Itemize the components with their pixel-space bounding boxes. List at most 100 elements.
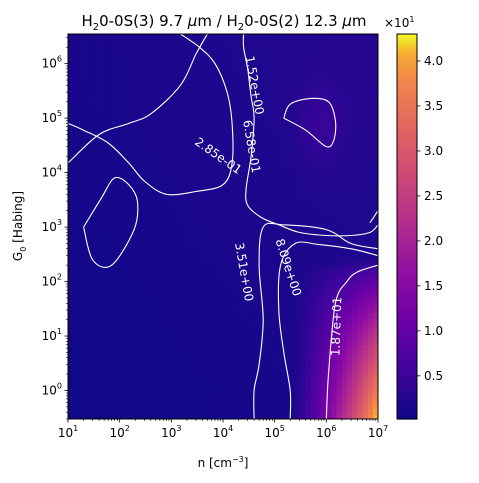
heatmap-cell bbox=[326, 60, 333, 67]
heatmap-cell bbox=[217, 119, 224, 126]
heatmap-cell bbox=[367, 119, 374, 126]
heatmap-cell bbox=[83, 413, 90, 419]
heatmap-cell bbox=[279, 274, 286, 281]
heatmap-cell bbox=[279, 55, 286, 62]
heatmap-cell bbox=[285, 183, 291, 190]
heatmap-cell bbox=[181, 397, 188, 404]
heatmap-cell bbox=[300, 108, 307, 115]
y-axis-label: G0 [Habing] bbox=[11, 191, 28, 261]
heatmap-cell bbox=[202, 71, 209, 78]
heatmap-cell bbox=[140, 178, 147, 185]
colorbar-segment bbox=[397, 152, 417, 157]
heatmap-cell bbox=[130, 44, 136, 51]
heatmap-cell bbox=[279, 392, 286, 399]
heatmap-cell bbox=[217, 215, 224, 222]
heatmap-cell bbox=[88, 301, 95, 308]
heatmap-cell bbox=[171, 140, 178, 147]
colorbar-segment bbox=[397, 223, 417, 228]
heatmap-cell bbox=[243, 317, 250, 324]
heatmap-cell bbox=[295, 108, 302, 115]
heatmap-cell bbox=[93, 269, 100, 276]
heatmap-cell bbox=[316, 322, 322, 329]
heatmap-cell bbox=[109, 360, 116, 367]
heatmap-cell bbox=[161, 349, 167, 356]
heatmap-cell bbox=[88, 328, 95, 335]
heatmap-cell bbox=[109, 397, 116, 404]
heatmap-cell bbox=[176, 402, 183, 409]
heatmap-cell bbox=[181, 151, 188, 158]
heatmap-cell bbox=[192, 312, 198, 319]
heatmap-cell bbox=[269, 87, 276, 94]
heatmap-cell bbox=[228, 151, 234, 158]
heatmap-cell bbox=[124, 151, 131, 158]
heatmap-cell bbox=[155, 114, 162, 121]
heatmap-cell bbox=[217, 247, 224, 254]
heatmap-cell bbox=[197, 301, 203, 308]
heatmap-cell bbox=[130, 92, 136, 99]
heatmap-cell bbox=[274, 92, 281, 99]
heatmap-cell bbox=[114, 274, 121, 281]
heatmap-cell bbox=[352, 60, 358, 67]
heatmap-cell bbox=[130, 210, 136, 217]
heatmap-cell bbox=[145, 402, 152, 409]
y-tick-label: 101 bbox=[42, 327, 62, 343]
heatmap-cell bbox=[212, 146, 219, 153]
heatmap-cell bbox=[83, 365, 90, 372]
heatmap-cell bbox=[186, 44, 193, 51]
heatmap-cell bbox=[192, 76, 198, 83]
heatmap-cell bbox=[197, 124, 203, 131]
heatmap-cell bbox=[99, 328, 105, 335]
heatmap-cell bbox=[140, 242, 147, 249]
heatmap-cell bbox=[207, 76, 214, 83]
heatmap-cell bbox=[254, 258, 260, 265]
heatmap-cell bbox=[279, 386, 286, 393]
colorbar-segment bbox=[397, 380, 417, 385]
heatmap-cell bbox=[259, 210, 265, 217]
heatmap-cell bbox=[372, 221, 378, 228]
heatmap-cell bbox=[362, 312, 369, 319]
heatmap-cell bbox=[316, 119, 322, 126]
heatmap-cell bbox=[78, 413, 85, 419]
heatmap-cell bbox=[352, 71, 358, 78]
heatmap-cell bbox=[264, 226, 271, 233]
heatmap-cell bbox=[372, 376, 378, 383]
heatmap-cell bbox=[238, 87, 245, 94]
heatmap-cell bbox=[279, 370, 286, 377]
heatmap-cell bbox=[254, 151, 260, 158]
heatmap-cell bbox=[119, 76, 126, 83]
heatmap-cell bbox=[217, 296, 224, 302]
heatmap-cell bbox=[161, 360, 167, 367]
heatmap-cell bbox=[233, 76, 240, 83]
heatmap-cell bbox=[357, 87, 364, 94]
heatmap-cell bbox=[109, 290, 116, 297]
heatmap-cell bbox=[223, 151, 229, 158]
heatmap-cell bbox=[145, 338, 152, 345]
heatmap-cell bbox=[114, 103, 121, 110]
heatmap-cell bbox=[254, 306, 260, 313]
heatmap-cell bbox=[217, 114, 224, 121]
heatmap-cell bbox=[130, 370, 136, 377]
heatmap-cell bbox=[78, 162, 85, 169]
heatmap-cell bbox=[124, 103, 131, 110]
heatmap-cell bbox=[109, 82, 116, 89]
heatmap-cell bbox=[83, 253, 90, 260]
heatmap-cell bbox=[73, 215, 79, 222]
heatmap-cell bbox=[161, 365, 167, 372]
heatmap-cell bbox=[233, 247, 240, 254]
heatmap-cell bbox=[321, 408, 327, 415]
heatmap-cell bbox=[238, 173, 245, 179]
heatmap-cell bbox=[93, 76, 100, 83]
heatmap-cell bbox=[223, 338, 229, 345]
heatmap-cell bbox=[124, 285, 131, 292]
heatmap-cell bbox=[124, 402, 131, 409]
heatmap-cell bbox=[274, 194, 281, 201]
heatmap-cell bbox=[99, 60, 105, 67]
heatmap-cell bbox=[331, 263, 338, 270]
heatmap-cell bbox=[109, 349, 116, 356]
heatmap-cell bbox=[202, 124, 209, 131]
heatmap-cell bbox=[274, 114, 281, 121]
heatmap-cells bbox=[68, 34, 378, 419]
heatmap-cell bbox=[269, 370, 276, 377]
heatmap-cell bbox=[114, 119, 121, 126]
heatmap-cell bbox=[326, 189, 333, 196]
